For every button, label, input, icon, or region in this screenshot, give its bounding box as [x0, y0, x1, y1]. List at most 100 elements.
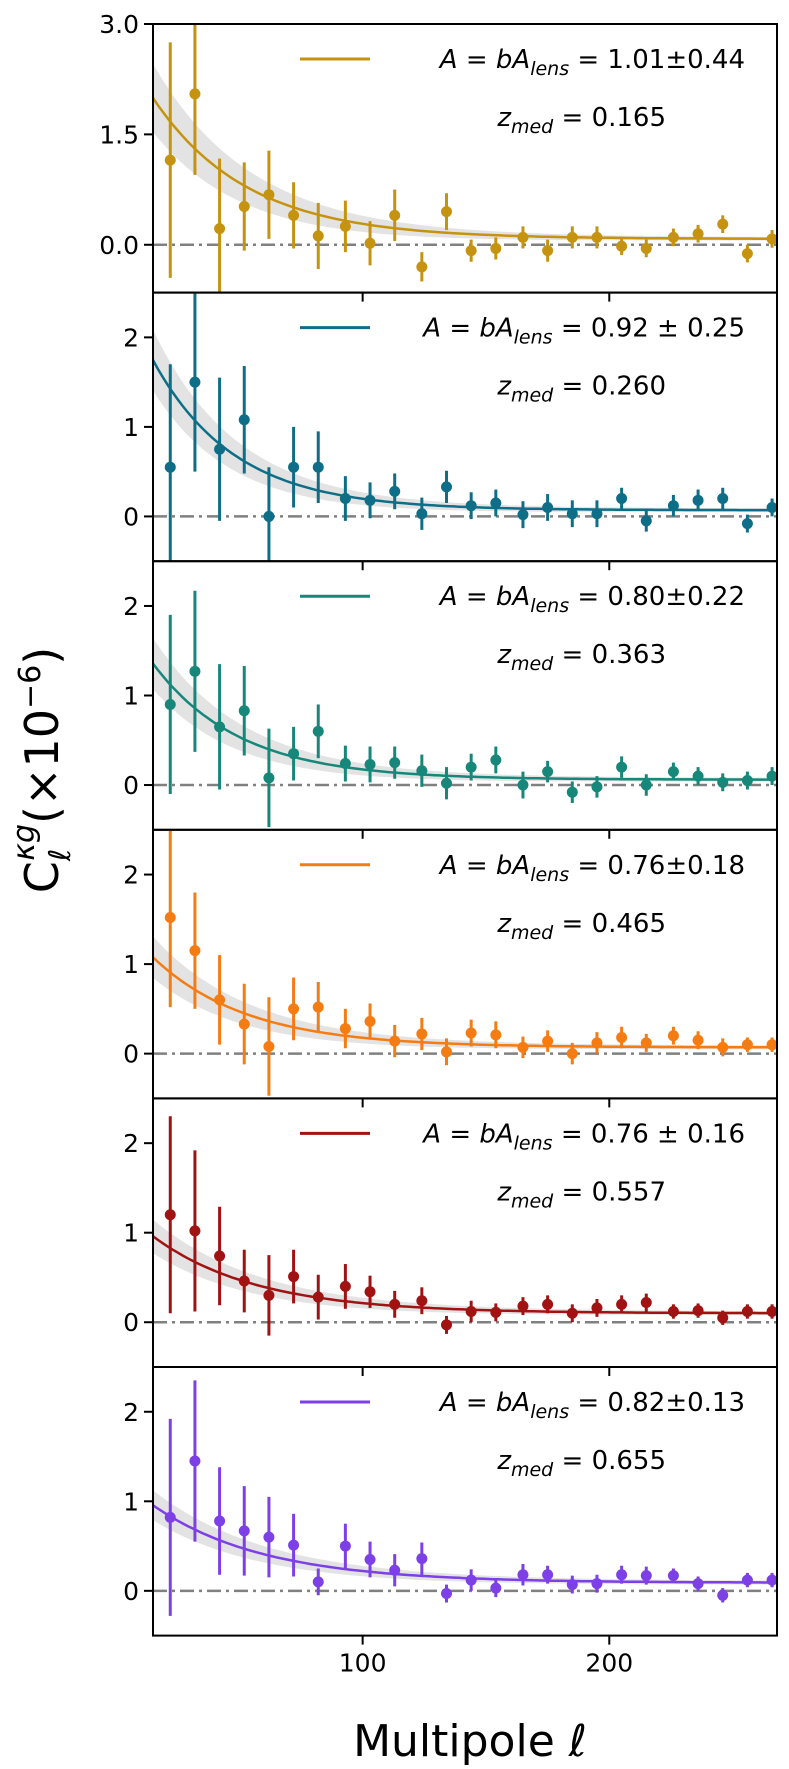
data-point [441, 1588, 453, 1600]
redshift-label-main: z [496, 640, 512, 670]
data-point [667, 1030, 679, 1042]
legend-label-main: A = bA [438, 45, 530, 75]
data-point [339, 1540, 351, 1552]
model-curve [153, 359, 775, 512]
data-point [692, 1578, 704, 1590]
y-axis-title-base: C [15, 861, 69, 893]
data-point [692, 1034, 704, 1046]
data-point [766, 233, 777, 245]
data-point [364, 1553, 376, 1565]
data-point [741, 248, 753, 260]
legend-label: A = bAlens = 1.01±0.44 [438, 45, 745, 80]
legend-label-main: A = bA [421, 314, 513, 344]
y-tick-label: 1 [123, 1219, 139, 1248]
data-point [692, 494, 704, 506]
data-point [616, 493, 628, 505]
data-point [389, 757, 401, 769]
data-point [389, 485, 401, 497]
data-point [164, 1511, 176, 1523]
data-point [490, 754, 502, 766]
data-point [312, 1001, 324, 1013]
model-curve [153, 97, 775, 240]
plot-area [153, 1380, 777, 1616]
panel-bin2: 0 1 2 A = bAlens = 0.92 ± 0.25 zmed = 0.260 [123, 291, 778, 571]
data-point [364, 1286, 376, 1298]
data-point [616, 1569, 628, 1581]
data-point [741, 1574, 753, 1586]
legend-label-sub: lens [514, 327, 553, 349]
data-point [312, 1576, 324, 1588]
data-point [566, 1579, 578, 1591]
redshift-label: zmed = 0.465 [496, 909, 666, 944]
data-point [566, 1307, 578, 1319]
redshift-label-value: = 0.465 [553, 909, 666, 939]
data-point [517, 1300, 529, 1312]
data-point [416, 1028, 428, 1040]
data-point [766, 1305, 777, 1317]
data-point [339, 758, 351, 770]
data-point [416, 508, 428, 520]
panel-bin6: 0 1 2 100 200 A = bAlens = 0.82±0.13 zmed = 0.… [123, 1366, 778, 1678]
data-point [214, 223, 226, 235]
data-point [717, 1041, 729, 1053]
data-point [238, 1275, 250, 1287]
data-point [263, 1531, 275, 1543]
data-point [288, 209, 300, 221]
data-point [364, 758, 376, 770]
data-point [288, 1003, 300, 1015]
y-axis-title-factor: (×10 [15, 709, 69, 824]
data-point [263, 772, 275, 784]
data-point [517, 231, 529, 243]
y-tick-label: 0.0 [99, 231, 139, 260]
legend-label-value: = 0.76 ± 0.16 [553, 1119, 745, 1149]
data-point [416, 1553, 428, 1565]
data-point [616, 240, 628, 252]
data-point [591, 231, 603, 243]
data-point [238, 1018, 250, 1030]
y-tick-label: 2 [123, 592, 139, 621]
y-tick-label: 0 [123, 1040, 139, 1069]
data-point [288, 461, 300, 473]
y-tick-label: 2 [123, 323, 139, 352]
redshift-label-sub: med [511, 116, 554, 138]
confidence-band [153, 1490, 775, 1585]
data-point [591, 1578, 603, 1590]
y-axis-title-close: ) [15, 647, 69, 665]
data-point [465, 245, 477, 257]
y-axis-title-sup: κg [7, 824, 42, 861]
redshift-label-main: z [496, 909, 512, 939]
y-tick-label: 2 [123, 1398, 139, 1427]
data-point [591, 1037, 603, 1049]
confidence-band [153, 936, 775, 1050]
data-point [692, 770, 704, 782]
y-tick-label: 1 [123, 682, 139, 711]
redshift-label-value: = 0.655 [553, 1446, 666, 1476]
legend-label: A = bAlens = 0.76 ± 0.16 [421, 1119, 745, 1154]
redshift-label-main: z [496, 103, 512, 133]
model-curve [153, 662, 775, 781]
confidence-band [153, 63, 775, 241]
y-tick-label: 2 [123, 1129, 139, 1158]
data-point [441, 777, 453, 789]
data-point [364, 1015, 376, 1027]
panel-bin1: 0.0 1.5 3.0 A = bAlens = 1.01±0.44 zmed = 0.… [99, 10, 778, 302]
data-point [364, 237, 376, 249]
data-point [640, 515, 652, 527]
data-point [339, 220, 351, 232]
data-point [164, 1209, 176, 1221]
legend-label-value: = 0.82±0.13 [569, 1388, 745, 1418]
data-point [517, 779, 529, 791]
data-point [238, 1525, 250, 1537]
data-point [312, 1291, 324, 1303]
plot-area [153, 24, 777, 293]
data-point [517, 1569, 529, 1581]
data-point [640, 1570, 652, 1582]
legend-label-value: = 0.92 ± 0.25 [553, 314, 745, 344]
data-point [441, 1046, 453, 1058]
plot-area [153, 590, 777, 828]
panel-bin3: 0 1 2 A = bAlens = 0.80±0.22 zmed = 0.363 [123, 560, 778, 839]
data-point [339, 1023, 351, 1035]
legend-label-main: A = bA [421, 1119, 513, 1149]
data-point [465, 761, 477, 773]
data-point [766, 770, 777, 782]
